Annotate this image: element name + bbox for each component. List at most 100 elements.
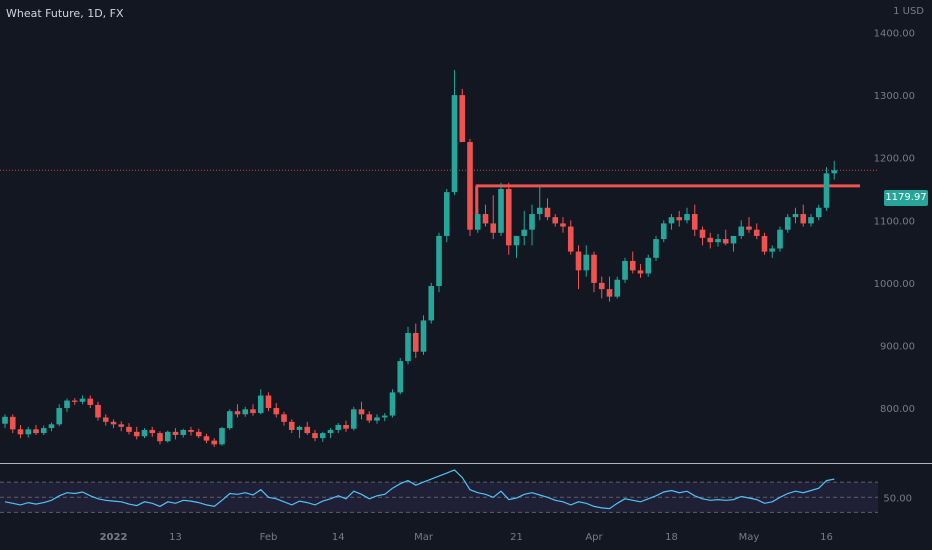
candle-body (629, 260, 636, 271)
candle-body (397, 361, 404, 393)
candle-body (443, 192, 450, 236)
price-axis-tick-label: 1300.00 (874, 91, 915, 102)
candle-body (536, 207, 543, 215)
candle-body (203, 436, 210, 441)
candle-body (451, 95, 458, 193)
candle-body (273, 408, 280, 415)
candle-body (668, 217, 675, 224)
candle-body (738, 226, 745, 236)
last-price-tag: 1179.97 (884, 190, 928, 206)
candle-body (436, 235, 442, 287)
candle-body (195, 431, 202, 437)
candle-body (25, 429, 32, 435)
candle-body (544, 207, 551, 218)
candle-body (126, 426, 132, 432)
price-axis-tick-label: 900.00 (880, 341, 915, 352)
candle-body (133, 431, 140, 437)
time-axis-tick-label: 13 (169, 532, 182, 543)
candle-body (381, 415, 388, 418)
candle-body (79, 398, 86, 402)
price-axis-tick-label: 1400.00 (874, 29, 915, 40)
candle-body (777, 229, 783, 249)
candle-body (95, 404, 101, 418)
candle-body (110, 421, 117, 425)
candle-body (312, 433, 318, 439)
candle-body (691, 214, 698, 230)
candle-body (257, 395, 264, 414)
price-axis-tick-label: 800.00 (880, 404, 915, 415)
candle-body (358, 409, 365, 415)
price-axis-tick-label: 1000.00 (874, 279, 915, 290)
candle-body (823, 173, 830, 208)
candle-body (490, 223, 497, 233)
candle-body (784, 217, 791, 230)
candle-body (653, 239, 659, 258)
candle-body (815, 207, 822, 218)
candle-body (474, 214, 481, 230)
candle-body (412, 332, 419, 352)
candle-body (405, 332, 411, 362)
candle-body (428, 286, 435, 321)
candle-body (800, 214, 807, 224)
candle-body (9, 416, 16, 430)
candle-body (87, 398, 94, 405)
candle-body (583, 254, 590, 271)
candle-body (211, 440, 218, 445)
candle-body (808, 217, 814, 224)
candle-body (234, 411, 241, 415)
time-axis-tick-label: 16 (820, 532, 833, 543)
candle-body (482, 214, 489, 224)
candle-body (831, 170, 838, 174)
candle-body (188, 429, 194, 432)
candle-body (327, 429, 334, 434)
currency-label[interactable]: 1 USD (893, 6, 924, 17)
candle-body (250, 409, 256, 414)
candle-body (296, 426, 303, 430)
candle-body (622, 260, 628, 280)
candle-body (366, 414, 373, 421)
candle-body (219, 428, 225, 445)
candle-body (459, 95, 466, 143)
candle-body (645, 257, 652, 274)
candle-body (17, 429, 24, 435)
candle-body (660, 223, 667, 240)
time-axis-tick-label: May (739, 532, 760, 543)
candle-body (529, 214, 535, 230)
time-axis-tick-label: 2022 (100, 532, 128, 543)
time-axis-tick-label: 14 (332, 532, 345, 543)
candle-body (746, 226, 752, 230)
candle-body (699, 229, 706, 238)
candle-body (141, 429, 148, 437)
time-axis-tick-label: Mar (414, 532, 434, 543)
candle-body (56, 408, 63, 425)
candle-body (180, 429, 187, 435)
time-axis-tick-label: 18 (665, 532, 678, 543)
candle-body (350, 409, 357, 429)
candle-body (40, 428, 47, 434)
chart-title: Wheat Future, 1D, FX (6, 7, 124, 20)
candle-body (567, 226, 574, 252)
candle-body (753, 229, 760, 236)
candle-body (575, 251, 582, 271)
candle-body (637, 270, 644, 274)
candle-body (319, 433, 326, 439)
candle-body (792, 214, 799, 218)
candle-body (513, 235, 520, 246)
candle-body (420, 320, 427, 352)
rsi-line (4, 469, 835, 510)
candle-body (172, 431, 179, 435)
candle-body (606, 289, 613, 297)
candle-body (118, 424, 125, 427)
candle-body (684, 214, 690, 221)
candle-body (2, 416, 8, 424)
candle-body (769, 248, 776, 252)
candle-body (761, 235, 768, 252)
candle-body (598, 282, 605, 290)
candle-body (521, 229, 528, 236)
candle-body (505, 188, 512, 246)
candle-body (560, 223, 566, 227)
candle-body (164, 431, 171, 442)
candle-body (374, 417, 380, 421)
candle-body (467, 142, 473, 230)
